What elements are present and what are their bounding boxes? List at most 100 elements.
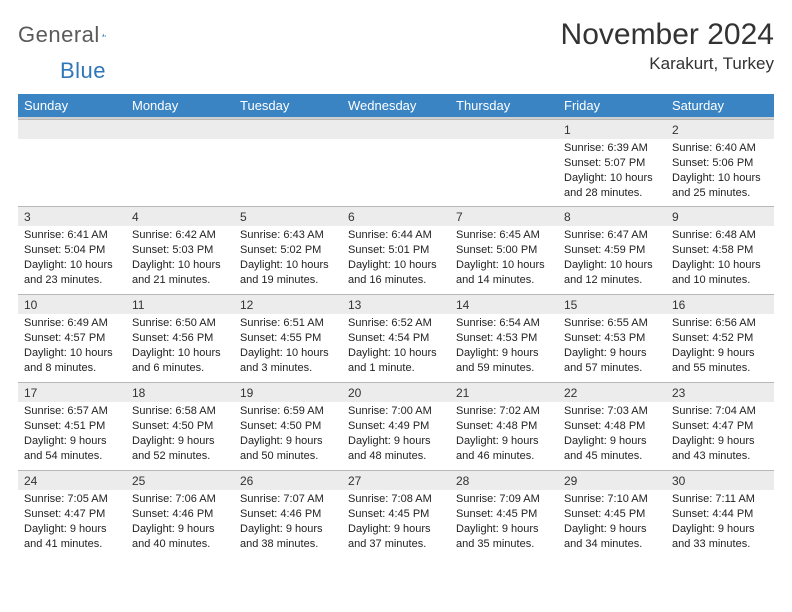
day-details: Sunrise: 6:50 AMSunset: 4:56 PMDaylight:… bbox=[126, 314, 234, 379]
sunset: Sunset: 5:07 PM bbox=[564, 156, 660, 171]
day-cell bbox=[342, 118, 450, 206]
day-number: 3 bbox=[18, 206, 126, 226]
sunset: Sunset: 4:45 PM bbox=[348, 507, 444, 522]
day-number: 29 bbox=[558, 470, 666, 490]
day-number: 23 bbox=[666, 382, 774, 402]
day-number bbox=[450, 119, 558, 139]
sunrise: Sunrise: 6:57 AM bbox=[24, 404, 120, 419]
day-number: 5 bbox=[234, 206, 342, 226]
daylight: Daylight: 10 hours and 19 minutes. bbox=[240, 258, 336, 288]
day-number: 30 bbox=[666, 470, 774, 490]
day-cell: 19Sunrise: 6:59 AMSunset: 4:50 PMDayligh… bbox=[234, 382, 342, 470]
sunset: Sunset: 4:44 PM bbox=[672, 507, 768, 522]
daylight: Daylight: 9 hours and 59 minutes. bbox=[456, 346, 552, 376]
daylight: Daylight: 10 hours and 12 minutes. bbox=[564, 258, 660, 288]
day-number: 24 bbox=[18, 470, 126, 490]
daylight: Daylight: 9 hours and 46 minutes. bbox=[456, 434, 552, 464]
day-details: Sunrise: 6:51 AMSunset: 4:55 PMDaylight:… bbox=[234, 314, 342, 379]
daylight: Daylight: 9 hours and 55 minutes. bbox=[672, 346, 768, 376]
day-cell bbox=[126, 118, 234, 206]
sunrise: Sunrise: 7:00 AM bbox=[348, 404, 444, 419]
day-cell: 12Sunrise: 6:51 AMSunset: 4:55 PMDayligh… bbox=[234, 294, 342, 382]
weekday-thursday: Thursday bbox=[450, 94, 558, 118]
sunset: Sunset: 4:58 PM bbox=[672, 243, 768, 258]
sunset: Sunset: 5:06 PM bbox=[672, 156, 768, 171]
sunrise: Sunrise: 6:48 AM bbox=[672, 228, 768, 243]
day-cell: 16Sunrise: 6:56 AMSunset: 4:52 PMDayligh… bbox=[666, 294, 774, 382]
calendar-page: General November 2024 Karakurt, Turkey B… bbox=[0, 0, 792, 566]
day-details: Sunrise: 6:56 AMSunset: 4:52 PMDaylight:… bbox=[666, 314, 774, 379]
sunset: Sunset: 4:53 PM bbox=[456, 331, 552, 346]
day-details: Sunrise: 6:41 AMSunset: 5:04 PMDaylight:… bbox=[18, 226, 126, 291]
sunrise: Sunrise: 6:42 AM bbox=[132, 228, 228, 243]
day-details: Sunrise: 7:11 AMSunset: 4:44 PMDaylight:… bbox=[666, 490, 774, 555]
day-number: 20 bbox=[342, 382, 450, 402]
sunset: Sunset: 4:46 PM bbox=[240, 507, 336, 522]
week-row: 3Sunrise: 6:41 AMSunset: 5:04 PMDaylight… bbox=[18, 206, 774, 294]
sunset: Sunset: 4:54 PM bbox=[348, 331, 444, 346]
sunrise: Sunrise: 6:45 AM bbox=[456, 228, 552, 243]
sunrise: Sunrise: 6:50 AM bbox=[132, 316, 228, 331]
sunset: Sunset: 5:02 PM bbox=[240, 243, 336, 258]
day-cell: 1Sunrise: 6:39 AMSunset: 5:07 PMDaylight… bbox=[558, 118, 666, 206]
calendar-table: SundayMondayTuesdayWednesdayThursdayFrid… bbox=[18, 94, 774, 558]
sunrise: Sunrise: 6:47 AM bbox=[564, 228, 660, 243]
daylight: Daylight: 9 hours and 37 minutes. bbox=[348, 522, 444, 552]
sunrise: Sunrise: 6:52 AM bbox=[348, 316, 444, 331]
day-number: 25 bbox=[126, 470, 234, 490]
day-details: Sunrise: 6:59 AMSunset: 4:50 PMDaylight:… bbox=[234, 402, 342, 467]
sunset: Sunset: 4:51 PM bbox=[24, 419, 120, 434]
day-details: Sunrise: 6:54 AMSunset: 4:53 PMDaylight:… bbox=[450, 314, 558, 379]
week-row: 1Sunrise: 6:39 AMSunset: 5:07 PMDaylight… bbox=[18, 118, 774, 206]
day-cell: 23Sunrise: 7:04 AMSunset: 4:47 PMDayligh… bbox=[666, 382, 774, 470]
sunset: Sunset: 5:04 PM bbox=[24, 243, 120, 258]
calendar-body: 1Sunrise: 6:39 AMSunset: 5:07 PMDaylight… bbox=[18, 118, 774, 558]
day-number: 16 bbox=[666, 294, 774, 314]
sunrise: Sunrise: 6:44 AM bbox=[348, 228, 444, 243]
daylight: Daylight: 10 hours and 28 minutes. bbox=[564, 171, 660, 201]
daylight: Daylight: 10 hours and 8 minutes. bbox=[24, 346, 120, 376]
daylight: Daylight: 9 hours and 38 minutes. bbox=[240, 522, 336, 552]
day-number bbox=[234, 119, 342, 139]
weekday-friday: Friday bbox=[558, 94, 666, 118]
sunset: Sunset: 4:49 PM bbox=[348, 419, 444, 434]
day-cell: 3Sunrise: 6:41 AMSunset: 5:04 PMDaylight… bbox=[18, 206, 126, 294]
day-number: 15 bbox=[558, 294, 666, 314]
day-number bbox=[342, 119, 450, 139]
daylight: Daylight: 9 hours and 57 minutes. bbox=[564, 346, 660, 376]
day-number: 27 bbox=[342, 470, 450, 490]
daylight: Daylight: 9 hours and 40 minutes. bbox=[132, 522, 228, 552]
day-cell: 24Sunrise: 7:05 AMSunset: 4:47 PMDayligh… bbox=[18, 470, 126, 558]
week-row: 24Sunrise: 7:05 AMSunset: 4:47 PMDayligh… bbox=[18, 470, 774, 558]
day-number: 8 bbox=[558, 206, 666, 226]
sunrise: Sunrise: 7:07 AM bbox=[240, 492, 336, 507]
day-number: 11 bbox=[126, 294, 234, 314]
day-details: Sunrise: 7:08 AMSunset: 4:45 PMDaylight:… bbox=[342, 490, 450, 555]
daylight: Daylight: 10 hours and 21 minutes. bbox=[132, 258, 228, 288]
daylight: Daylight: 10 hours and 23 minutes. bbox=[24, 258, 120, 288]
sunset: Sunset: 4:52 PM bbox=[672, 331, 768, 346]
day-details: Sunrise: 6:47 AMSunset: 4:59 PMDaylight:… bbox=[558, 226, 666, 291]
sunrise: Sunrise: 7:02 AM bbox=[456, 404, 552, 419]
sunrise: Sunrise: 7:09 AM bbox=[456, 492, 552, 507]
weekday-wednesday: Wednesday bbox=[342, 94, 450, 118]
sunrise: Sunrise: 6:55 AM bbox=[564, 316, 660, 331]
day-number: 22 bbox=[558, 382, 666, 402]
day-cell: 30Sunrise: 7:11 AMSunset: 4:44 PMDayligh… bbox=[666, 470, 774, 558]
sunset: Sunset: 4:50 PM bbox=[240, 419, 336, 434]
sunrise: Sunrise: 7:08 AM bbox=[348, 492, 444, 507]
sunrise: Sunrise: 7:03 AM bbox=[564, 404, 660, 419]
sunset: Sunset: 4:46 PM bbox=[132, 507, 228, 522]
day-number: 17 bbox=[18, 382, 126, 402]
daylight: Daylight: 9 hours and 34 minutes. bbox=[564, 522, 660, 552]
sunset: Sunset: 4:48 PM bbox=[564, 419, 660, 434]
daylight: Daylight: 9 hours and 43 minutes. bbox=[672, 434, 768, 464]
day-cell: 25Sunrise: 7:06 AMSunset: 4:46 PMDayligh… bbox=[126, 470, 234, 558]
day-cell: 11Sunrise: 6:50 AMSunset: 4:56 PMDayligh… bbox=[126, 294, 234, 382]
day-cell: 8Sunrise: 6:47 AMSunset: 4:59 PMDaylight… bbox=[558, 206, 666, 294]
daylight: Daylight: 9 hours and 54 minutes. bbox=[24, 434, 120, 464]
day-number: 21 bbox=[450, 382, 558, 402]
day-details: Sunrise: 6:42 AMSunset: 5:03 PMDaylight:… bbox=[126, 226, 234, 291]
location: Karakurt, Turkey bbox=[561, 54, 774, 74]
weekday-monday: Monday bbox=[126, 94, 234, 118]
